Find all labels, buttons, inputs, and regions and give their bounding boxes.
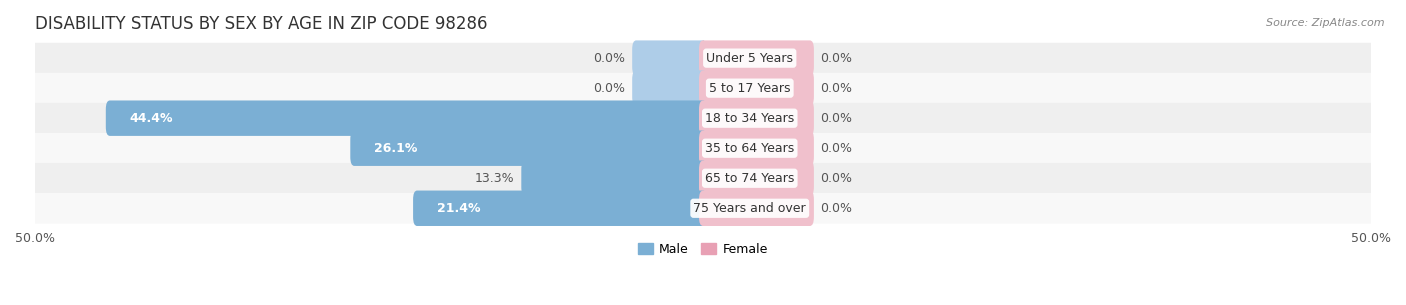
Text: 26.1%: 26.1% [374, 142, 418, 155]
FancyBboxPatch shape [35, 163, 1371, 194]
Text: 13.3%: 13.3% [475, 172, 515, 185]
FancyBboxPatch shape [35, 133, 1371, 163]
FancyBboxPatch shape [350, 131, 707, 166]
FancyBboxPatch shape [699, 100, 814, 136]
Text: 0.0%: 0.0% [821, 202, 852, 215]
Text: 0.0%: 0.0% [821, 112, 852, 125]
Text: 0.0%: 0.0% [821, 82, 852, 95]
Text: 44.4%: 44.4% [129, 112, 173, 125]
FancyBboxPatch shape [699, 131, 814, 166]
FancyBboxPatch shape [633, 70, 707, 106]
FancyBboxPatch shape [35, 43, 1371, 74]
FancyBboxPatch shape [35, 103, 1371, 134]
Text: 0.0%: 0.0% [821, 172, 852, 185]
Text: 0.0%: 0.0% [821, 142, 852, 155]
FancyBboxPatch shape [105, 100, 707, 136]
FancyBboxPatch shape [522, 160, 707, 196]
Text: 21.4%: 21.4% [437, 202, 481, 215]
Text: 18 to 34 Years: 18 to 34 Years [706, 112, 794, 125]
Text: 65 to 74 Years: 65 to 74 Years [704, 172, 794, 185]
Text: 0.0%: 0.0% [593, 52, 626, 65]
FancyBboxPatch shape [413, 191, 707, 226]
FancyBboxPatch shape [35, 73, 1371, 103]
Text: Under 5 Years: Under 5 Years [706, 52, 793, 65]
FancyBboxPatch shape [633, 40, 707, 76]
FancyBboxPatch shape [699, 191, 814, 226]
Text: 0.0%: 0.0% [593, 82, 626, 95]
Text: 35 to 64 Years: 35 to 64 Years [706, 142, 794, 155]
FancyBboxPatch shape [35, 193, 1371, 224]
FancyBboxPatch shape [699, 160, 814, 196]
Legend: Male, Female: Male, Female [633, 238, 773, 261]
Text: DISABILITY STATUS BY SEX BY AGE IN ZIP CODE 98286: DISABILITY STATUS BY SEX BY AGE IN ZIP C… [35, 15, 488, 33]
Text: 0.0%: 0.0% [821, 52, 852, 65]
FancyBboxPatch shape [699, 40, 814, 76]
Text: 5 to 17 Years: 5 to 17 Years [709, 82, 790, 95]
Text: Source: ZipAtlas.com: Source: ZipAtlas.com [1267, 18, 1385, 28]
Text: 75 Years and over: 75 Years and over [693, 202, 806, 215]
FancyBboxPatch shape [699, 70, 814, 106]
